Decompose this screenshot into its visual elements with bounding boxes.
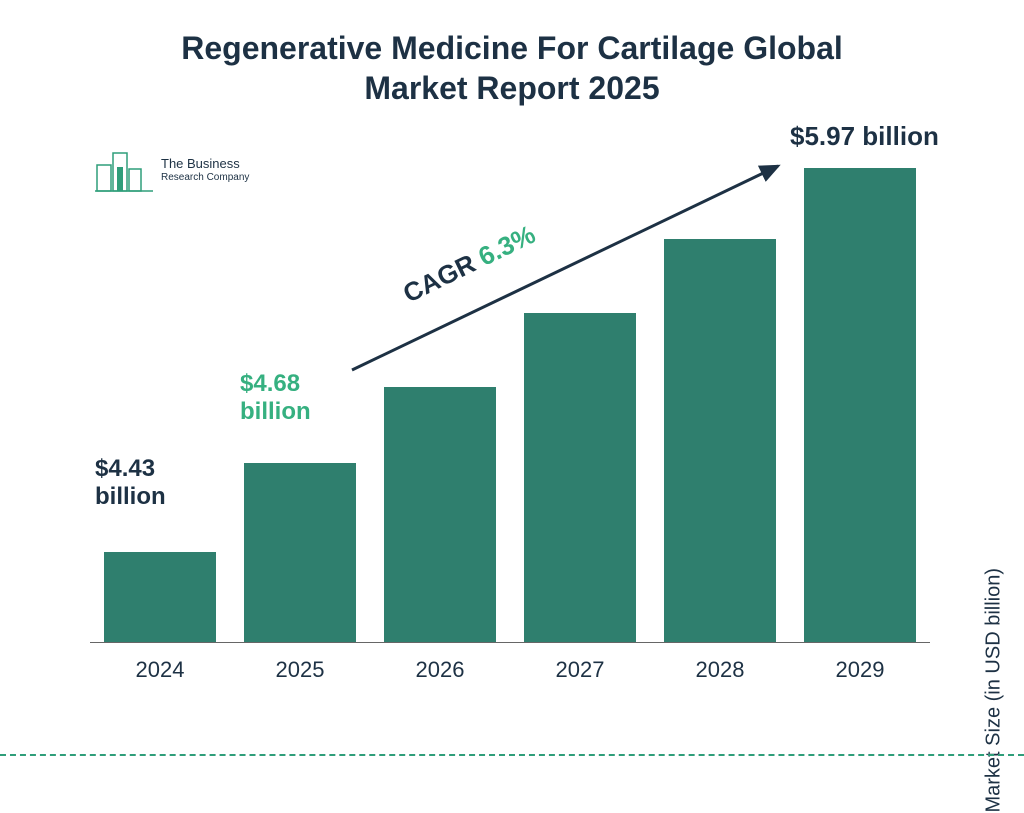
bars-container (90, 143, 930, 643)
xlabel-2027: 2027 (520, 657, 640, 683)
x-axis-labels: 2024 2025 2026 2027 2028 2029 (90, 657, 930, 683)
xlabel-2025: 2025 (240, 657, 360, 683)
bar-wrap-2028 (660, 239, 780, 643)
bar-chart: 2024 2025 2026 2027 2028 2029 (90, 143, 930, 683)
bar-wrap-2029 (800, 168, 920, 643)
data-label-2024: $4.43 billion (95, 455, 166, 510)
data-label-2024-unit: billion (95, 483, 166, 510)
y-axis-label: Market Size (in USD billion) (983, 568, 1006, 813)
bar-wrap-2026 (380, 387, 500, 643)
bar-2026 (384, 387, 496, 643)
data-label-2029-val: $5.97 billion (790, 121, 939, 151)
xlabel-2024: 2024 (100, 657, 220, 683)
data-label-2029: $5.97 billion (790, 122, 939, 152)
bar-wrap-2024 (100, 552, 220, 643)
data-label-2025-val: $4.68 (240, 370, 300, 397)
chart-title: Regenerative Medicine For Cartilage Glob… (0, 28, 1024, 108)
data-label-2024-val: $4.43 (95, 455, 155, 482)
bar-2029 (804, 168, 916, 643)
x-axis-line (90, 642, 930, 643)
bar-2027 (524, 313, 636, 643)
bottom-dashed-divider (0, 754, 1024, 756)
data-label-2025: $4.68 billion (240, 370, 311, 425)
bar-2028 (664, 239, 776, 643)
data-label-2025-unit: billion (240, 398, 311, 425)
bar-2025 (244, 463, 356, 643)
bar-2024 (104, 552, 216, 643)
title-line1: Regenerative Medicine For Cartilage Glob… (181, 30, 843, 66)
xlabel-2029: 2029 (800, 657, 920, 683)
title-line2: Market Report 2025 (364, 70, 659, 106)
bar-wrap-2025 (240, 463, 360, 643)
bar-wrap-2027 (520, 313, 640, 643)
xlabel-2028: 2028 (660, 657, 780, 683)
xlabel-2026: 2026 (380, 657, 500, 683)
